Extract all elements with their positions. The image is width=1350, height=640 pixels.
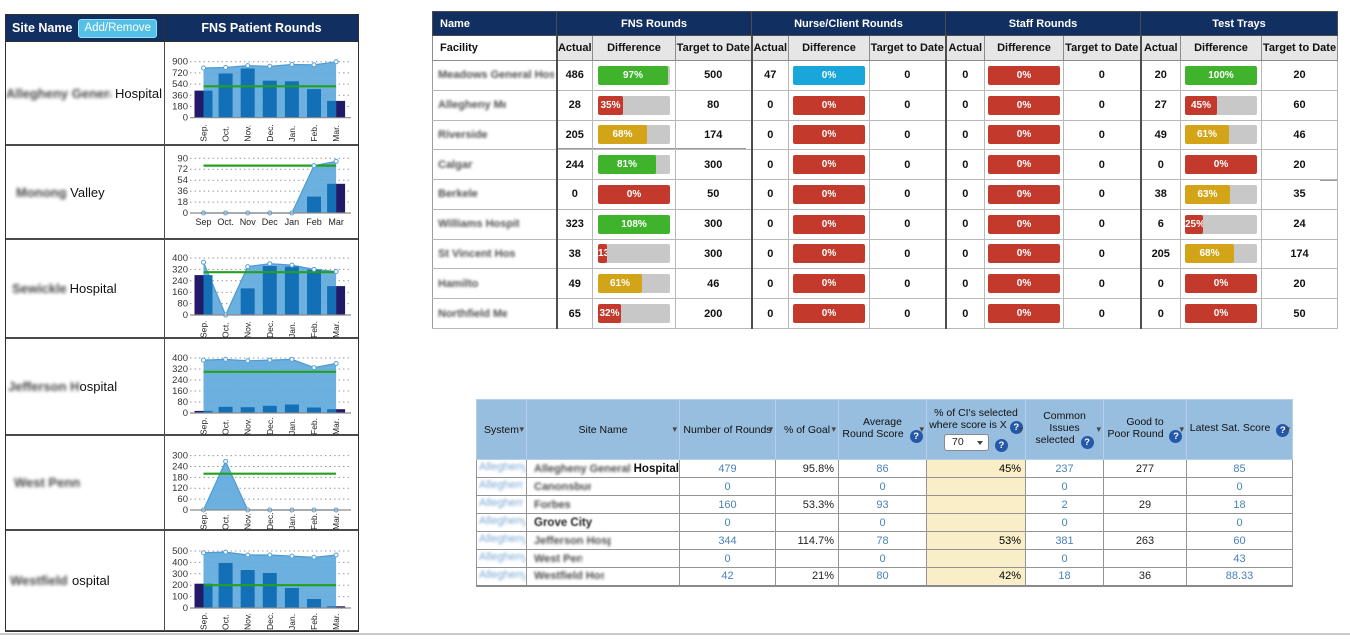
svg-text:Feb.: Feb. [309,125,319,142]
svg-text:500: 500 [172,546,188,557]
svg-text:300: 300 [172,569,188,580]
svg-text:Mar.: Mar. [331,125,341,142]
svg-text:Oct.: Oct. [221,614,231,630]
svg-text:Mar.: Mar. [331,513,341,530]
svg-text:240: 240 [172,375,188,386]
svg-text:Oct.: Oct. [221,514,231,530]
svg-text:Jan: Jan [285,217,300,227]
svg-text:36: 36 [177,186,188,197]
svg-text:0: 0 [183,603,188,614]
svg-text:Feb.: Feb. [309,321,319,338]
svg-text:Sep.: Sep. [199,124,209,142]
svg-text:Oct.: Oct. [221,126,231,142]
svg-text:Nov.: Nov. [243,321,253,338]
svg-text:180: 180 [172,102,188,113]
svg-text:360: 360 [172,90,188,101]
svg-text:Dec.: Dec. [265,418,275,435]
svg-text:180: 180 [172,472,188,483]
svg-text:Mar.: Mar. [331,613,341,630]
svg-text:Sep.: Sep. [199,321,209,339]
svg-text:160: 160 [172,287,188,298]
svg-text:100: 100 [172,592,188,603]
svg-text:Feb: Feb [306,217,322,227]
svg-text:Dec: Dec [262,217,279,227]
svg-text:Mar.: Mar. [331,418,341,435]
svg-text:Dec.: Dec. [265,321,275,338]
svg-text:Jan.: Jan. [287,514,297,530]
svg-text:60: 60 [177,494,188,505]
svg-text:80: 80 [177,299,188,310]
svg-text:160: 160 [172,386,188,397]
svg-text:Dec.: Dec. [265,613,275,630]
svg-text:Sep.: Sep. [199,613,209,631]
svg-text:900: 900 [172,57,188,68]
svg-text:0: 0 [183,408,188,419]
svg-text:400: 400 [172,353,188,364]
svg-text:240: 240 [172,462,188,473]
svg-text:120: 120 [172,483,188,494]
svg-text:0: 0 [183,310,188,321]
svg-text:Dec.: Dec. [265,124,275,141]
svg-text:320: 320 [172,264,188,275]
svg-text:Jan.: Jan. [287,419,297,435]
svg-text:Oct.: Oct. [221,322,231,338]
svg-text:Nov.: Nov. [243,418,253,435]
svg-text:Feb.: Feb. [309,613,319,630]
svg-text:200: 200 [172,580,188,591]
svg-text:Jan.: Jan. [287,322,297,338]
svg-text:400: 400 [172,253,188,264]
svg-text:54: 54 [177,175,188,186]
svg-text:Oct.: Oct. [221,419,231,435]
svg-text:80: 80 [177,397,188,408]
svg-text:720: 720 [172,68,188,79]
svg-text:Nov.: Nov. [243,125,253,142]
svg-text:240: 240 [172,276,188,287]
svg-text:Nov.: Nov. [243,513,253,530]
svg-text:Jan.: Jan. [287,126,297,142]
svg-text:Sep: Sep [195,217,211,227]
svg-text:0: 0 [183,208,188,219]
svg-text:Sep.: Sep. [199,418,209,436]
svg-text:Oct.: Oct. [217,217,234,227]
svg-text:Feb.: Feb. [309,418,319,435]
svg-text:Nov: Nov [240,217,257,227]
svg-text:Jan.: Jan. [287,614,297,630]
svg-text:540: 540 [172,79,188,90]
svg-text:0: 0 [183,505,188,516]
svg-text:72: 72 [177,164,188,175]
svg-text:300: 300 [172,451,188,462]
svg-text:Mar: Mar [328,217,344,227]
svg-text:18: 18 [177,197,188,208]
svg-text:400: 400 [172,557,188,568]
svg-text:90: 90 [177,153,188,164]
svg-text:Nov.: Nov. [243,613,253,630]
svg-text:Mar.: Mar. [331,321,341,338]
svg-text:Feb.: Feb. [309,513,319,530]
svg-text:0: 0 [183,113,188,124]
svg-text:320: 320 [172,364,188,375]
svg-text:Sep.: Sep. [199,513,209,531]
svg-text:Dec.: Dec. [265,513,275,530]
